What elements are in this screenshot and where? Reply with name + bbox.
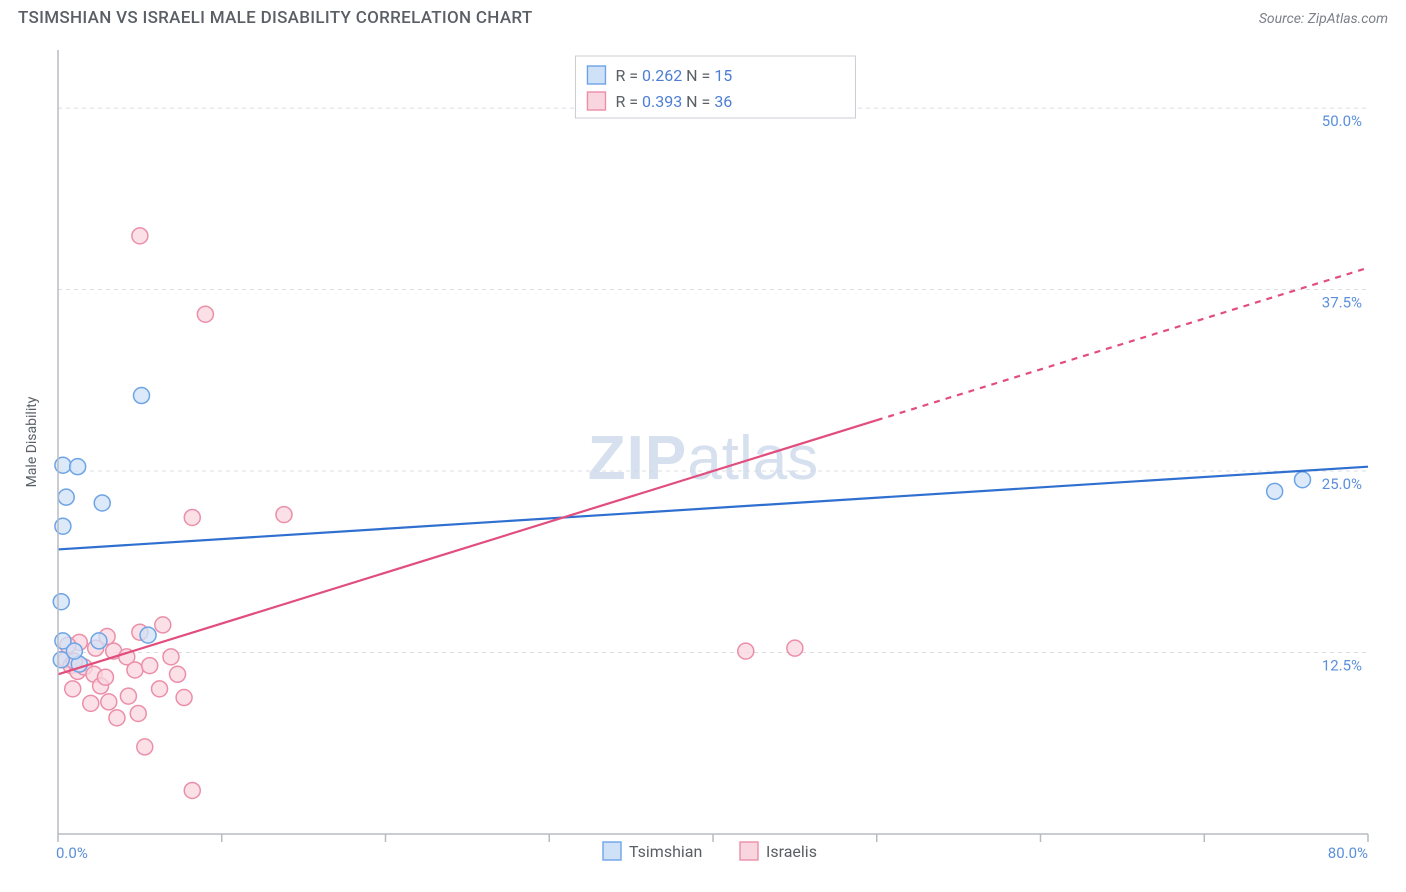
tsimshian-point — [70, 459, 86, 475]
israelis-point — [83, 695, 99, 711]
bottom-label-tsimshian: Tsimshian — [629, 842, 702, 861]
tsimshian-point — [91, 633, 107, 649]
chart-title: TSIMSHIAN VS ISRAELI MALE DISABILITY COR… — [18, 8, 532, 28]
legend-swatch-tsimshian — [587, 66, 605, 84]
israelis-point — [163, 649, 179, 665]
x-start-label: 0.0% — [56, 844, 88, 862]
israelis-point — [137, 739, 153, 755]
y-axis-label: Male Disability — [24, 396, 40, 487]
israelis-point — [97, 669, 113, 685]
x-end-label: 80.0% — [1328, 844, 1368, 862]
y-tick-label: 50.0% — [1322, 112, 1362, 130]
israelis-point — [130, 705, 146, 721]
chart-area: 12.5% 25.0% 37.5% 50.0% ZIPatlas 0.0% 80.0% Mal… — [18, 40, 1388, 884]
source-label: Source: ZipAtlas.com — [1259, 11, 1388, 27]
tsimshian-point — [94, 495, 110, 511]
tsimshian-point — [53, 594, 69, 610]
israelis-point — [276, 507, 292, 523]
tsimshian-point — [66, 643, 82, 659]
israelis-point — [170, 666, 186, 682]
israelis-point — [184, 782, 200, 798]
y-tick-label: 25.0% — [1322, 475, 1362, 493]
israelis-point — [184, 509, 200, 525]
israelis-point — [142, 658, 158, 674]
y-tick-label: 37.5% — [1322, 294, 1362, 312]
tsimshian-point — [140, 627, 156, 643]
watermark: ZIPatlas — [588, 424, 818, 493]
y-tick-label: 12.5% — [1322, 657, 1362, 675]
israelis-point — [197, 306, 213, 322]
tsimshian-point — [134, 388, 150, 404]
israelis-point — [132, 228, 148, 244]
israelis-point — [738, 643, 754, 659]
israelis-point — [155, 617, 171, 633]
bottom-swatch-israelis — [740, 842, 758, 860]
legend-swatch-israelis — [587, 92, 605, 110]
israelis-point — [176, 690, 192, 706]
israelis-point — [787, 640, 803, 656]
israelis-trend-line — [58, 420, 877, 674]
legend-stats-tsimshian: R = 0.262 N = 15 — [615, 66, 732, 85]
israelis-point — [152, 681, 168, 697]
israelis-point — [120, 688, 136, 704]
israelis-point — [65, 681, 81, 697]
bottom-swatch-tsimshian — [603, 842, 621, 860]
tsimshian-point — [58, 489, 74, 505]
israelis-point — [127, 662, 143, 678]
bottom-label-israelis: Israelis — [766, 842, 817, 861]
scatter-chart: 12.5% 25.0% 37.5% 50.0% ZIPatlas 0.0% 80.0% Mal… — [18, 40, 1388, 884]
israelis-trend-line-dashed — [877, 268, 1368, 420]
legend-stats-israelis: R = 0.393 N = 36 — [615, 92, 732, 111]
israelis-point — [109, 710, 125, 726]
tsimshian-point — [1295, 472, 1311, 488]
tsimshian-point — [1267, 483, 1283, 499]
israelis-point — [101, 694, 117, 710]
